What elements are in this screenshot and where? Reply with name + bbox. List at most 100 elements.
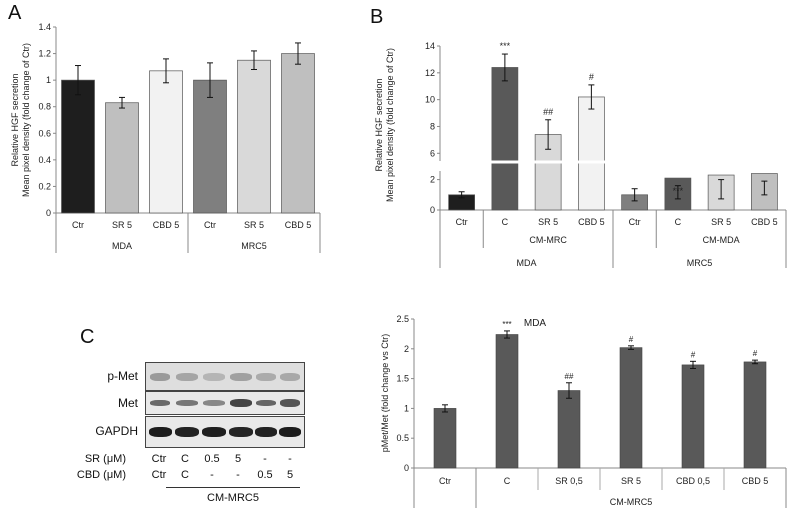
x-tick-label: SR 5 bbox=[244, 220, 264, 230]
y-tick-label: 1.5 bbox=[396, 374, 409, 384]
blot-row-gapdh bbox=[145, 416, 305, 448]
subgroup-label: CM-MDA bbox=[703, 235, 740, 245]
blot-band bbox=[150, 400, 170, 406]
y-tick-label: 0.2 bbox=[38, 181, 51, 191]
y-tick-label: 2.5 bbox=[396, 314, 409, 324]
y-tick-label: 0 bbox=[46, 208, 51, 218]
blot-band bbox=[256, 373, 276, 381]
y-tick-label: 0 bbox=[404, 463, 409, 473]
chart-a: 0 0.2 0.4 0.6 0.8 1 1.2 1.4 Ctr SR 5 CBD 5 Ctr SR 5 C… bbox=[10, 22, 321, 253]
significance-mark: # bbox=[691, 350, 696, 359]
y-tick-label: 0.8 bbox=[38, 102, 51, 112]
significance-mark: # bbox=[753, 349, 758, 358]
x-tick-label: SR 0,5 bbox=[555, 476, 583, 486]
bar bbox=[105, 102, 139, 214]
blot-band bbox=[279, 427, 301, 437]
blot-band bbox=[176, 373, 198, 381]
significance-mark: ## bbox=[543, 107, 553, 117]
y-tick-label: 12 bbox=[425, 68, 435, 78]
panel-label-b: B bbox=[370, 6, 384, 28]
y-tick-label: 10 bbox=[425, 95, 435, 105]
blot-band bbox=[203, 373, 225, 381]
treatment-cell: 0.5 bbox=[257, 469, 273, 481]
bar bbox=[149, 70, 183, 214]
blot-band bbox=[203, 400, 225, 406]
treatment-cell: - bbox=[263, 453, 267, 465]
y-tick-label: 2 bbox=[404, 344, 409, 354]
x-tick-label: Ctr bbox=[629, 217, 641, 227]
y-tick-label: 0.4 bbox=[38, 155, 51, 165]
blot-band bbox=[280, 373, 300, 381]
treatment-cell: Ctr bbox=[151, 453, 167, 465]
axis-break bbox=[577, 160, 606, 164]
treatment-cell: - bbox=[210, 469, 214, 481]
blot-band bbox=[230, 373, 252, 381]
y-tick-label: 1 bbox=[46, 75, 51, 85]
blot-band bbox=[175, 427, 199, 437]
group-label: MRC5 bbox=[241, 241, 267, 251]
blot-row-pmet bbox=[145, 362, 305, 391]
x-tick-label: C bbox=[504, 476, 511, 486]
y-tick-label: 8 bbox=[430, 121, 435, 131]
axis-break bbox=[534, 160, 563, 164]
axis-break bbox=[436, 161, 444, 171]
bar bbox=[491, 67, 519, 211]
bar bbox=[193, 79, 227, 214]
treatment-cell: C bbox=[181, 469, 189, 481]
sr-label: SR (μM) bbox=[84, 453, 126, 465]
blot-band bbox=[230, 399, 252, 407]
x-tick-label: Ctr bbox=[439, 476, 451, 486]
group-label: MDA bbox=[517, 258, 537, 268]
y-axis-label: Relative HGF secretion bbox=[374, 78, 384, 171]
y-axis-label: Relative HGF secretion bbox=[10, 73, 20, 166]
chart-c-quant: 0 0.5 1 1.5 2 2.5 MDA Ctr *** C ## SR 0,5 # SR 5 # CBD … bbox=[380, 314, 787, 508]
y-tick-label: 0.6 bbox=[38, 128, 51, 138]
y-tick-label: 0 bbox=[430, 205, 435, 215]
significance-mark: ## bbox=[565, 372, 574, 381]
blot-band bbox=[255, 427, 277, 437]
bar bbox=[619, 347, 643, 469]
x-tick-label: CBD 5 bbox=[153, 220, 180, 230]
axis-break bbox=[490, 160, 519, 164]
bar bbox=[681, 364, 705, 469]
chart-b: 0 2 6 8 10 12 14 Ctr *** C ## SR 5 # CBD 5 Ctr *** C SR 5… bbox=[374, 41, 787, 268]
blot-band bbox=[176, 400, 198, 406]
y-tick-label: 1.4 bbox=[38, 22, 51, 32]
significance-mark: *** bbox=[500, 41, 511, 51]
blot-band bbox=[280, 399, 300, 407]
significance-mark: # bbox=[629, 335, 634, 344]
y-tick-label: 1.2 bbox=[38, 49, 51, 59]
x-tick-label: Ctr bbox=[72, 220, 84, 230]
treatment-cell: 0.5 bbox=[204, 453, 220, 465]
y-axis-label: pMet/Met (fold change vs Ctr) bbox=[380, 334, 390, 453]
blot-band bbox=[150, 373, 170, 381]
x-tick-label: CBD 5 bbox=[742, 476, 769, 486]
x-tick-label: Ctr bbox=[204, 220, 216, 230]
cbd-label: CBD (μM) bbox=[76, 469, 126, 481]
x-tick-label: C bbox=[675, 217, 682, 227]
y-tick-label: 14 bbox=[425, 41, 435, 51]
bar bbox=[495, 334, 519, 469]
treatment-cell: 5 bbox=[286, 469, 294, 481]
group-label: CM-MRC5 bbox=[610, 497, 653, 507]
blot-label-gapdh: GAPDH bbox=[95, 424, 138, 438]
y-axis-label: Mean pixel density (fold change of Ctr) bbox=[21, 43, 31, 197]
x-tick-label: C bbox=[502, 217, 509, 227]
x-tick-label: SR 5 bbox=[621, 476, 641, 486]
bar bbox=[281, 53, 315, 214]
blot-band bbox=[202, 427, 226, 437]
significance-mark: # bbox=[589, 72, 594, 82]
bar bbox=[743, 361, 767, 469]
blot-group-line bbox=[166, 487, 300, 488]
group-label: MDA bbox=[112, 241, 132, 251]
y-axis-label: Mean pixel density (fold change of Ctr) bbox=[385, 48, 395, 202]
x-tick-label: SR 5 bbox=[538, 217, 558, 227]
significance-mark: *** bbox=[673, 186, 684, 196]
bar bbox=[578, 96, 605, 211]
subgroup-label: CM-MRC bbox=[529, 235, 567, 245]
blot-label-pmet: p-Met bbox=[107, 369, 138, 383]
panel-label-a: A bbox=[8, 2, 22, 24]
x-tick-label: Ctr bbox=[456, 217, 468, 227]
treatment-cell: C bbox=[181, 453, 189, 465]
y-tick-label: 0.5 bbox=[396, 433, 409, 443]
